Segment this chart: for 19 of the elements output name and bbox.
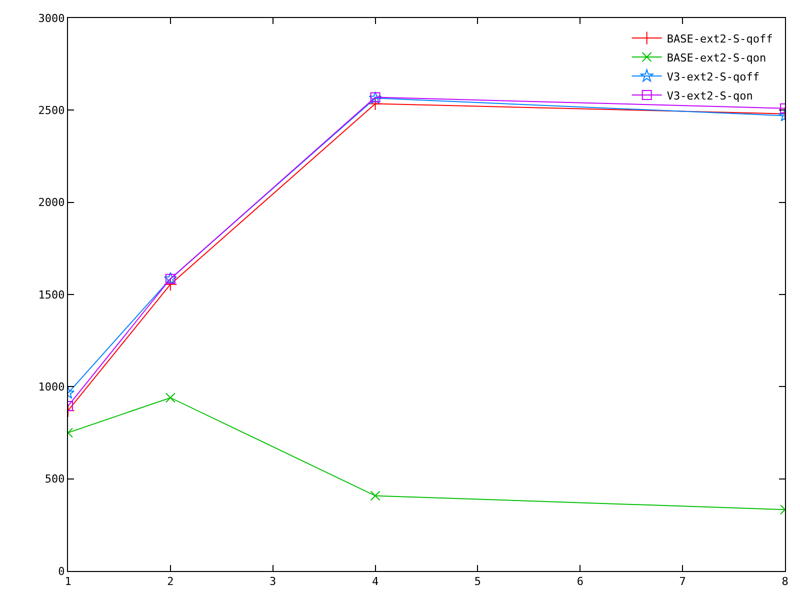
x-tick-label: 6 (576, 575, 584, 588)
y-tick-label: 1500 (38, 288, 65, 302)
y-tick-label: 1000 (38, 380, 65, 394)
y-tick-label: 500 (44, 472, 65, 486)
legend-label: V3-ext2-S-qoff (666, 70, 760, 84)
legend-label: BASE-ext2-S-qoff (666, 32, 773, 46)
y-tick-label: 3000 (38, 12, 65, 25)
x-tick-label: 7 (679, 575, 686, 588)
x-tick-label: 2 (167, 575, 174, 588)
y-tick-label: 2500 (38, 104, 65, 118)
legend-label: BASE-ext2-S-qon (666, 51, 766, 64)
legend-label: V3-ext2-S-qon (666, 89, 753, 102)
x-tick-label: 5 (474, 575, 482, 588)
y-tick-label: 2000 (38, 196, 65, 210)
x-tick-label: 4 (372, 575, 379, 588)
x-tick-label: 8 (782, 575, 788, 588)
y-tick-label: 0 (58, 564, 65, 578)
x-tick-label: 3 (270, 575, 276, 588)
x-tick-label: 1 (64, 575, 72, 588)
